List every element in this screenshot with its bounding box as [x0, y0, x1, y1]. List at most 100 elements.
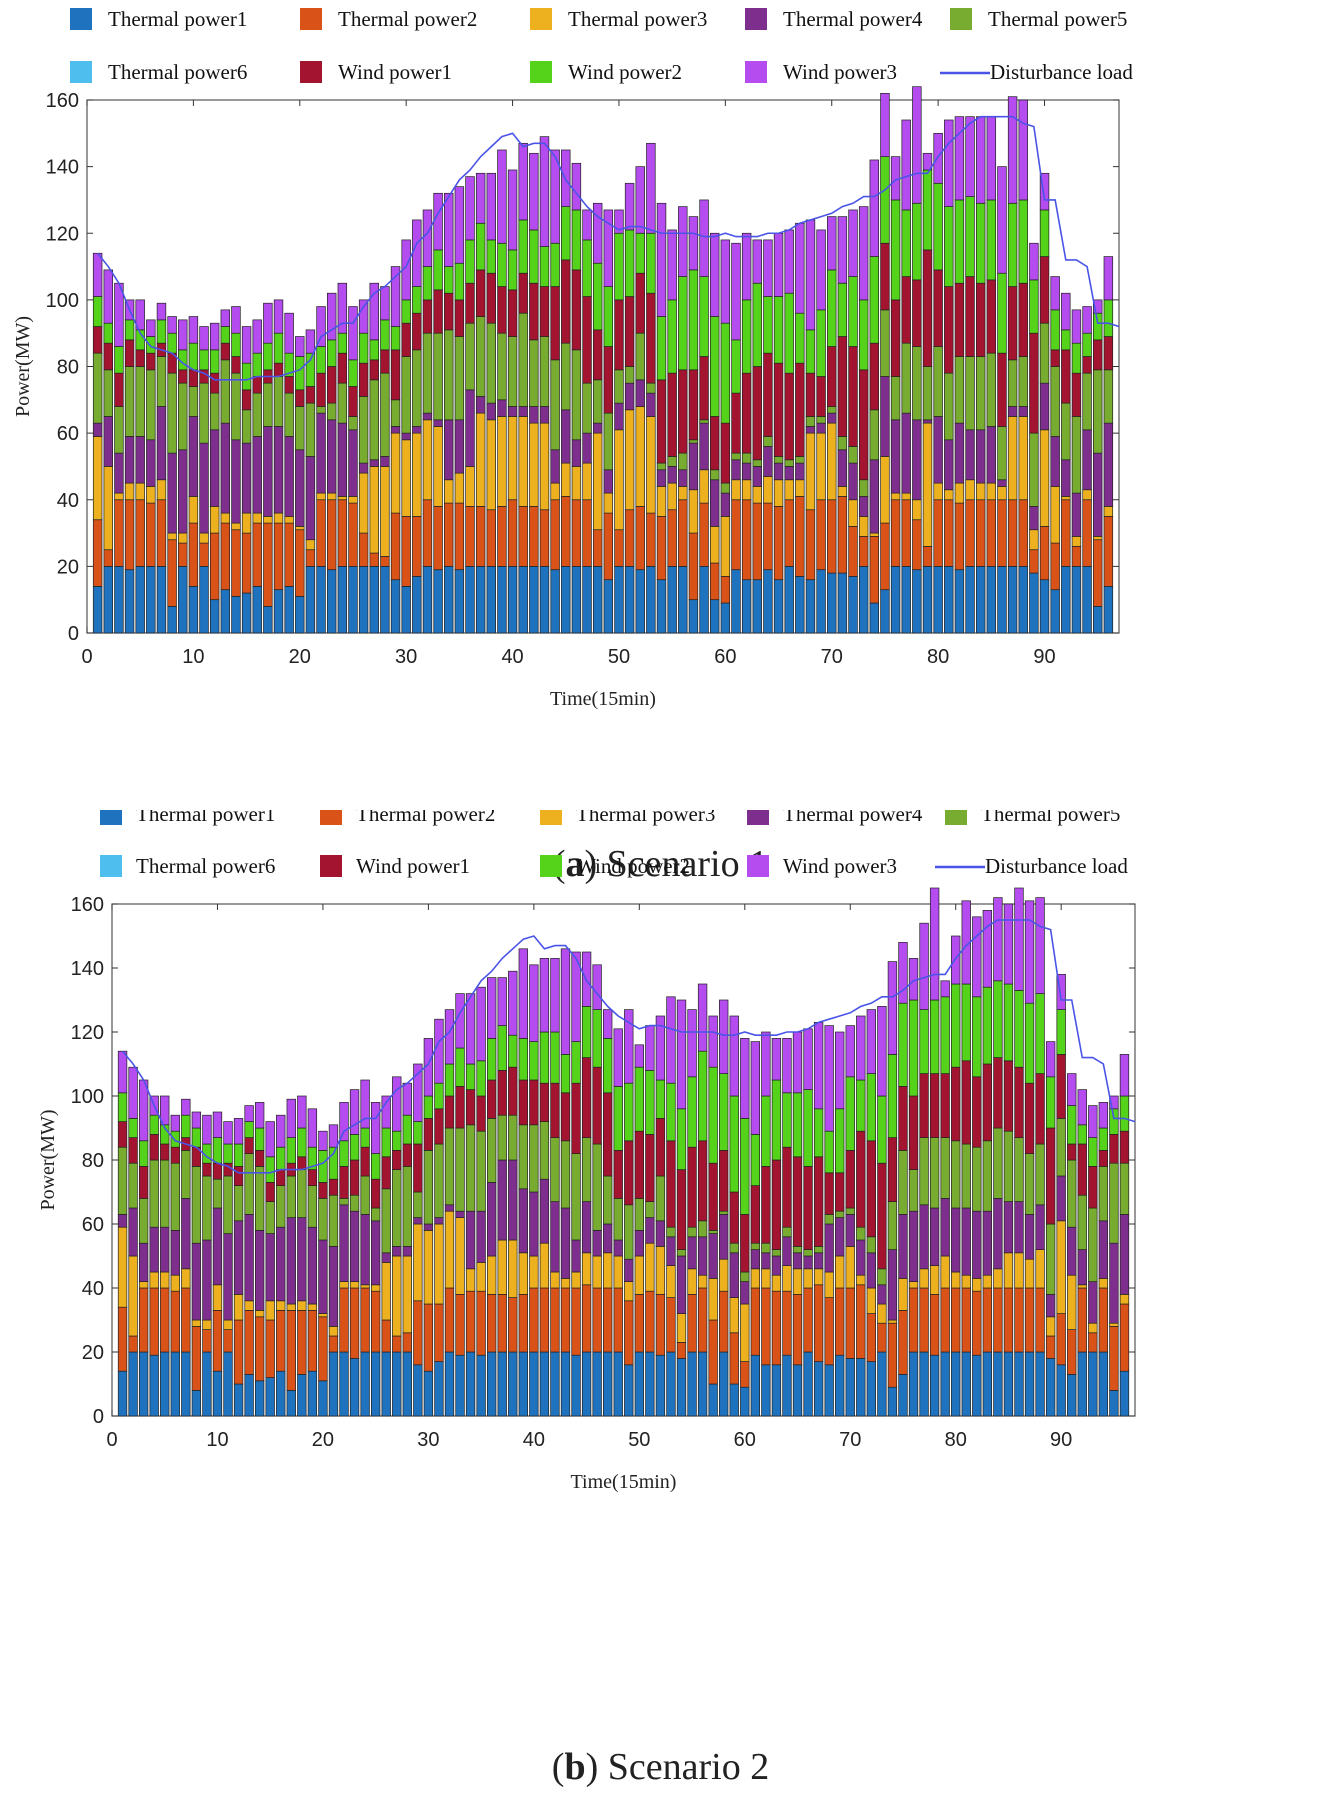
- bar-thermal-power1-t73: [858, 566, 869, 634]
- bar-thermal-power5-t17: [286, 1175, 296, 1218]
- bar-thermal-power2-t74: [887, 1322, 898, 1388]
- bar-thermal-power3-t34: [444, 479, 454, 504]
- bar-thermal-power1-t33: [455, 1354, 465, 1417]
- bar-thermal-power4-t17: [286, 1217, 296, 1305]
- bar-wind-power1-t93: [1088, 1166, 1098, 1209]
- bar-thermal-power4-t5: [160, 1226, 170, 1273]
- bar-thermal-power4-t92: [1061, 459, 1071, 497]
- bar-thermal-power4-t1: [92, 422, 103, 437]
- bar-thermal-power3-t13: [220, 512, 231, 524]
- bar-thermal-power1-t91: [1050, 589, 1060, 634]
- bar-thermal-power4-t22: [339, 1204, 349, 1282]
- bar-thermal-power1-t5: [135, 566, 145, 634]
- bar-wind-power3-t69: [835, 1031, 845, 1110]
- bar-wind-power2-t41: [539, 1031, 550, 1084]
- bar-thermal-power5-t11: [223, 1175, 233, 1234]
- bar-wind-power1-t16: [252, 376, 262, 394]
- bar-wind-power1-t27: [392, 1150, 402, 1170]
- bar-wind-power1-t37: [497, 1070, 507, 1116]
- bar-wind-power3-t58: [699, 199, 709, 277]
- bar-wind-power2-t68: [824, 1130, 834, 1174]
- bar-thermal-power2-t77: [901, 499, 911, 567]
- x-tick-label: 60: [714, 646, 736, 668]
- bar-wind-power2-t27: [369, 339, 379, 361]
- bar-thermal-power5-t13: [244, 1153, 254, 1215]
- bar-thermal-power2-t1: [117, 1306, 128, 1372]
- bar-thermal-power1-t89: [1029, 572, 1039, 634]
- bar-thermal-power1-t78: [912, 569, 922, 634]
- bar-wind-power2-t34: [465, 1063, 476, 1090]
- bar-wind-power1-t6: [146, 352, 156, 371]
- bar-wind-power2-t69: [835, 1108, 845, 1174]
- bar-thermal-power2-t75: [898, 1310, 908, 1375]
- bar-wind-power3-t94: [1098, 1102, 1109, 1129]
- bar-thermal-power2-t23: [326, 499, 337, 571]
- bar-wind-power2-t25: [370, 1153, 381, 1180]
- bar-thermal-power4-t57: [688, 442, 699, 491]
- bar-thermal-power1-t66: [803, 1351, 813, 1417]
- bar-wind-power3-t78: [929, 887, 940, 1001]
- bar-thermal-power5-t85: [986, 352, 997, 427]
- bar-thermal-power2-t73: [858, 536, 869, 567]
- bar-wind-power3-t62: [761, 1031, 771, 1097]
- bar-wind-power2-t77: [901, 209, 911, 277]
- bar-wind-power2-t30: [401, 299, 411, 324]
- bar-thermal-power3-t15: [241, 512, 252, 534]
- bar-thermal-power4-t94: [1098, 1220, 1109, 1279]
- bar-thermal-power3-t89: [1029, 529, 1039, 551]
- bar-thermal-power3-t80: [933, 482, 943, 501]
- bar-thermal-power5-t80: [933, 346, 943, 417]
- bar-thermal-power3-t72: [866, 1287, 877, 1314]
- bar-thermal-power3-t77: [901, 492, 911, 501]
- bar-thermal-power5-t6: [170, 1162, 180, 1231]
- bar-wind-power1-t1: [117, 1121, 128, 1148]
- bar-thermal-power4-t48: [613, 1239, 623, 1257]
- bar-wind-power3-t35: [476, 986, 486, 1062]
- bar-thermal-power1-t7: [181, 1351, 191, 1417]
- bar-thermal-power4-t88: [1035, 1204, 1045, 1250]
- bar-thermal-power2-t31: [412, 516, 422, 577]
- bar-wind-power2-t67: [813, 1108, 824, 1158]
- bar-thermal-power1-t61: [731, 569, 741, 634]
- bar-wind-power3-t24: [360, 1079, 370, 1129]
- bar-thermal-power2-t4: [124, 499, 135, 571]
- bar-thermal-power5-t20: [295, 406, 305, 451]
- bar-wind-power2-t83: [965, 196, 975, 277]
- bar-thermal-power2-t43: [560, 1287, 571, 1353]
- bar-wind-power2-t38: [508, 1034, 518, 1068]
- bar-wind-power1-t51: [624, 296, 635, 367]
- bar-wind-power2-t84: [993, 980, 1003, 1058]
- bar-thermal-power4-t12: [233, 1220, 244, 1295]
- bar-thermal-power2-t67: [795, 496, 805, 577]
- bar-thermal-power3-t21: [305, 539, 316, 551]
- bar-thermal-power4-t93: [1088, 1281, 1098, 1324]
- bar-wind-power1-t14: [254, 1150, 265, 1167]
- bar-thermal-power1-t1: [92, 586, 103, 634]
- bar-thermal-power2-t94: [1082, 499, 1092, 567]
- bar-thermal-power3-t29: [413, 1223, 423, 1302]
- bar-thermal-power5-t37: [497, 1114, 507, 1161]
- bar-thermal-power5-t22: [339, 1198, 349, 1206]
- bar-thermal-power2-t33: [433, 506, 443, 571]
- bar-thermal-power4-t25: [348, 429, 358, 497]
- bar-wind-power3-t32: [422, 209, 433, 267]
- bar-wind-power2-t38: [486, 239, 497, 274]
- bar-wind-power1-t72: [866, 1140, 877, 1238]
- bar-thermal-power2-t32: [444, 1287, 455, 1353]
- bar-thermal-power2-t27: [392, 1335, 402, 1353]
- bar-wind-power3-t25: [348, 306, 358, 361]
- bar-thermal-power4-t78: [929, 1207, 940, 1266]
- bar-wind-power2-t88: [1035, 993, 1045, 1074]
- bar-thermal-power1-t42: [529, 566, 539, 634]
- bar-wind-power2-t52: [655, 1079, 666, 1119]
- bar-wind-power3-t33: [433, 192, 443, 251]
- bar-wind-power1-t96: [1119, 1130, 1130, 1164]
- bar-thermal-power4-t58: [719, 1214, 729, 1260]
- y-tick-label: 20: [82, 1342, 104, 1364]
- bar-thermal-power2-t49: [624, 1300, 634, 1366]
- bar-thermal-power4-t48: [592, 422, 603, 434]
- bar-thermal-power1-t26: [358, 566, 369, 634]
- bar-thermal-power4-t42: [550, 1201, 560, 1273]
- bar-thermal-power4-t35: [476, 1210, 486, 1263]
- bar-thermal-power5-t61: [731, 452, 741, 461]
